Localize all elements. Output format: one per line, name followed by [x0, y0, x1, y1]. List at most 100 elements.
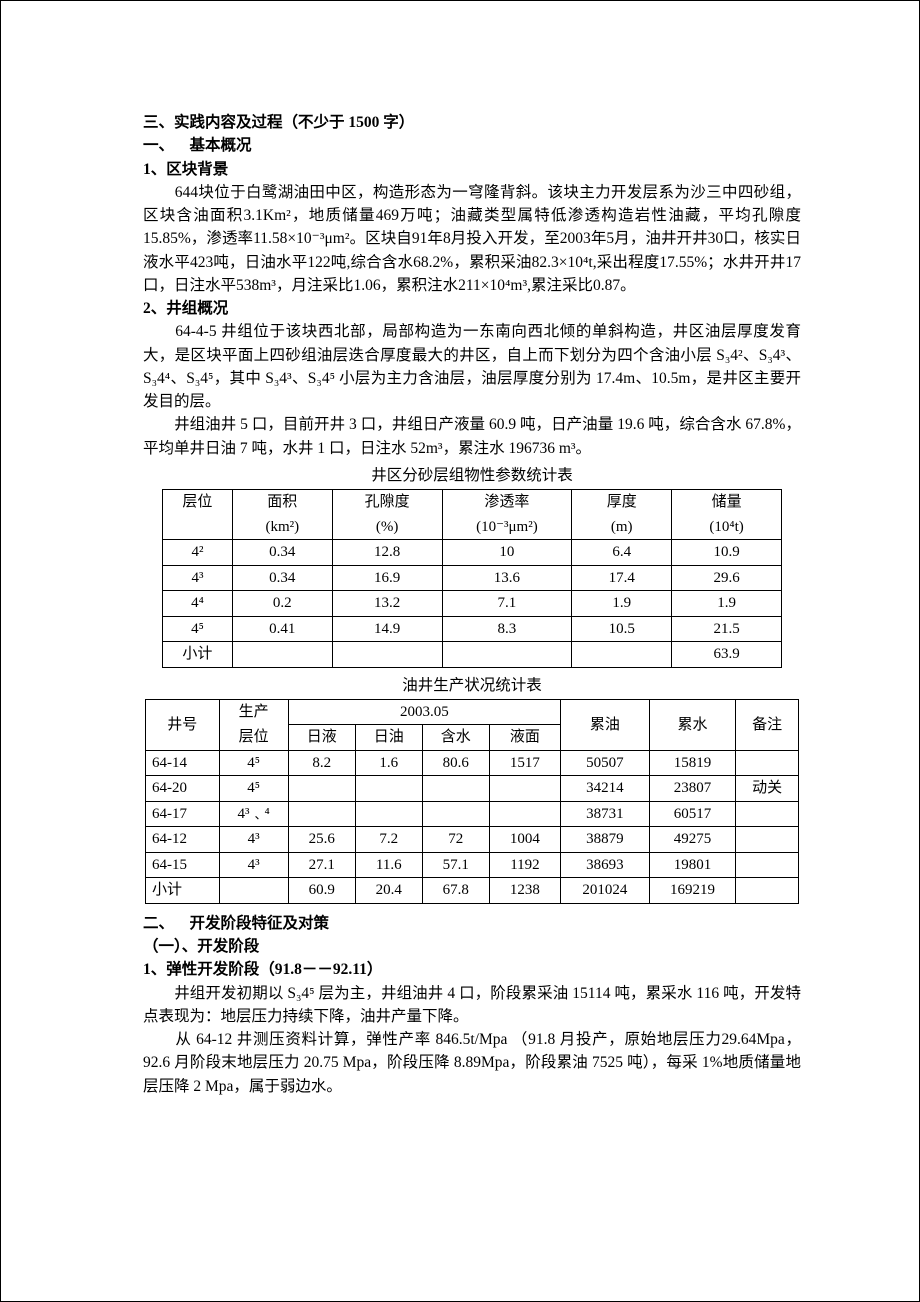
table-header-cell: 累油: [561, 699, 650, 750]
table-cell: 60.9: [288, 878, 355, 904]
table-cell: 34214: [561, 776, 650, 802]
table-cell: [736, 801, 799, 827]
table-cell: 15819: [649, 750, 735, 776]
table-cell: 17.4: [572, 565, 672, 591]
table-header-cell: 日液: [288, 725, 355, 751]
para-block-background: 644块位于白鹭湖油田中区，构造形态为一穹隆背斜。该块主力开发层系为沙三中四砂组…: [143, 181, 801, 297]
para-wellgroup-b: 井组油井 5 口，目前开井 3 口，井组日产液量 60.9 吨，日产油量 19.…: [143, 413, 801, 460]
table-row: 小计60.920.467.81238201024169219: [146, 878, 799, 904]
table-cell: 67.8: [422, 878, 489, 904]
table-cell: 0.41: [232, 616, 332, 642]
table-cell: 1192: [489, 852, 560, 878]
table-cell: 169219: [649, 878, 735, 904]
table-cell: 49275: [649, 827, 735, 853]
table-cell: 13.2: [332, 591, 442, 617]
table-cell: [489, 801, 560, 827]
table-cell: [288, 801, 355, 827]
table-cell: 1004: [489, 827, 560, 853]
table-cell: 0.2: [232, 591, 332, 617]
table-cell: 21.5: [672, 616, 782, 642]
table-cell: [489, 776, 560, 802]
table-row: 小计63.9: [163, 642, 782, 668]
table-cell: 11.6: [355, 852, 422, 878]
table-cell: 80.6: [422, 750, 489, 776]
table-cell: 6.4: [572, 540, 672, 566]
table-cell: 10.5: [572, 616, 672, 642]
table-cell: 小计: [146, 878, 220, 904]
table-cell: 64-14: [146, 750, 220, 776]
table-cell: 23807: [649, 776, 735, 802]
table-cell: 4³: [219, 852, 288, 878]
table-cell: 27.1: [288, 852, 355, 878]
table-header-cell: 含水: [422, 725, 489, 751]
table-cell: 38879: [561, 827, 650, 853]
table-cell: 4⁵: [219, 776, 288, 802]
table2-title: 油井生产状况统计表: [143, 674, 801, 697]
table-header-cell: 渗透率: [442, 490, 572, 515]
table-cell: 29.6: [672, 565, 782, 591]
table-cell: 25.6: [288, 827, 355, 853]
table-cell: [332, 642, 442, 668]
section-1-heading: 一、 基本概况: [143, 134, 801, 157]
table-cell: 4⁵: [219, 750, 288, 776]
table-row: 4⁴0.213.27.11.91.9: [163, 591, 782, 617]
table-cell: [572, 642, 672, 668]
table-cell: [736, 852, 799, 878]
table-row: 64-144⁵8.21.680.615175050715819: [146, 750, 799, 776]
table-cell: 8.2: [288, 750, 355, 776]
table-cell: [736, 750, 799, 776]
sub-21-heading: （一）、开发阶段: [143, 935, 801, 958]
table-cell: 60517: [649, 801, 735, 827]
table-cell: 38693: [561, 852, 650, 878]
sub-1-heading: 1、区块背景: [143, 158, 801, 181]
para-dev-stage-a: 井组开发初期以 S₃4⁵ 层为主，井组油井 4 口，阶段累采油 15114 吨，…: [143, 982, 801, 1029]
table-cell: 4³: [219, 827, 288, 853]
table-cell: 8.3: [442, 616, 572, 642]
table-header-unit-cell: [163, 515, 233, 540]
table-cell: [422, 776, 489, 802]
section-1-title: 基本概况: [190, 137, 252, 154]
table-cell: 4²: [163, 540, 233, 566]
table-cell: [219, 878, 288, 904]
table-row: 64-124³25.67.27210043887949275: [146, 827, 799, 853]
table-well-production: 井号生产2003.05累油累水备注层位日液日油含水液面64-144⁵8.21.6…: [145, 699, 799, 904]
table-row: 64-174³﹑⁴3873160517: [146, 801, 799, 827]
table-header-cell: 液面: [489, 725, 560, 751]
table-header-unit-cell: (km²): [232, 515, 332, 540]
table-cell: 72: [422, 827, 489, 853]
table-row: 64-154³27.111.657.111923869319801: [146, 852, 799, 878]
section-3-heading: 三、实践内容及过程（不少于 1500 字）: [143, 111, 801, 134]
table-header-unit-cell: (m): [572, 515, 672, 540]
table-header-cell: 孔隙度: [332, 490, 442, 515]
table-header-cell: 面积: [232, 490, 332, 515]
table-cell: 63.9: [672, 642, 782, 668]
table-cell: 动关: [736, 776, 799, 802]
table-header-cell: 2003.05: [288, 699, 560, 725]
table-cell: 64-20: [146, 776, 220, 802]
table-header-unit-cell: (%): [332, 515, 442, 540]
table-header-cell: 生产: [219, 699, 288, 725]
table-cell: [232, 642, 332, 668]
table-header-cell: 储量: [672, 490, 782, 515]
table-cell: 4⁵: [163, 616, 233, 642]
table-cell: [355, 776, 422, 802]
table-cell: [442, 642, 572, 668]
table-cell: 4³﹑⁴: [219, 801, 288, 827]
table-header-cell: 井号: [146, 699, 220, 750]
table-cell: 10: [442, 540, 572, 566]
table-cell: 64-15: [146, 852, 220, 878]
table-header-unit-cell: (10⁻³μm²): [442, 515, 572, 540]
table1-title: 井区分砂层组物性参数统计表: [143, 464, 801, 487]
sub-21-1-heading: 1、弹性开发阶段（91.8－－92.11）: [143, 958, 801, 981]
section-2-heading: 二、 开发阶段特征及对策: [143, 912, 801, 935]
para-dev-stage-b: 从 64-12 井测压资料计算，弹性产率 846.5t/Mpa （91.8 月投…: [143, 1028, 801, 1098]
table-cell: [736, 827, 799, 853]
table-cell: 7.2: [355, 827, 422, 853]
table-row: 4²0.3412.8106.410.9: [163, 540, 782, 566]
table-cell: 1.6: [355, 750, 422, 776]
table-cell: 19801: [649, 852, 735, 878]
table-cell: 4³: [163, 565, 233, 591]
table-cell: 16.9: [332, 565, 442, 591]
table-cell: 57.1: [422, 852, 489, 878]
table-cell: 1.9: [572, 591, 672, 617]
